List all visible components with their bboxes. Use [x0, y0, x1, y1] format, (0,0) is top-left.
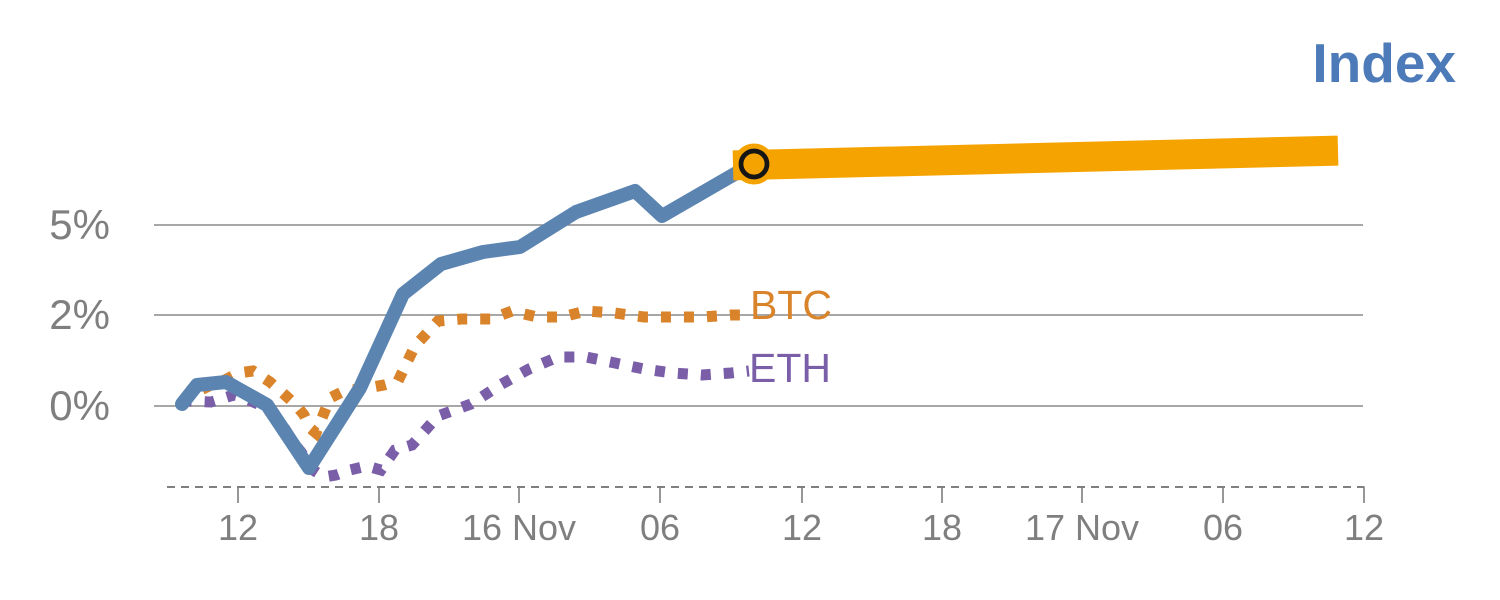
svg-text:ETH: ETH [749, 345, 831, 391]
svg-text:5%: 5% [49, 201, 110, 248]
svg-text:BTC: BTC [750, 282, 832, 328]
svg-text:06: 06 [640, 507, 680, 548]
svg-text:17 Nov: 17 Nov [1025, 507, 1139, 548]
svg-text:Index: Index [1312, 32, 1456, 94]
svg-text:12: 12 [782, 507, 822, 548]
svg-text:06: 06 [1203, 507, 1243, 548]
svg-text:16 Nov: 16 Nov [462, 507, 576, 548]
svg-text:12: 12 [218, 507, 258, 548]
svg-text:18: 18 [359, 507, 399, 548]
svg-text:18: 18 [922, 507, 962, 548]
svg-text:2%: 2% [49, 291, 110, 338]
svg-text:12: 12 [1344, 507, 1384, 548]
svg-text:0%: 0% [49, 382, 110, 429]
